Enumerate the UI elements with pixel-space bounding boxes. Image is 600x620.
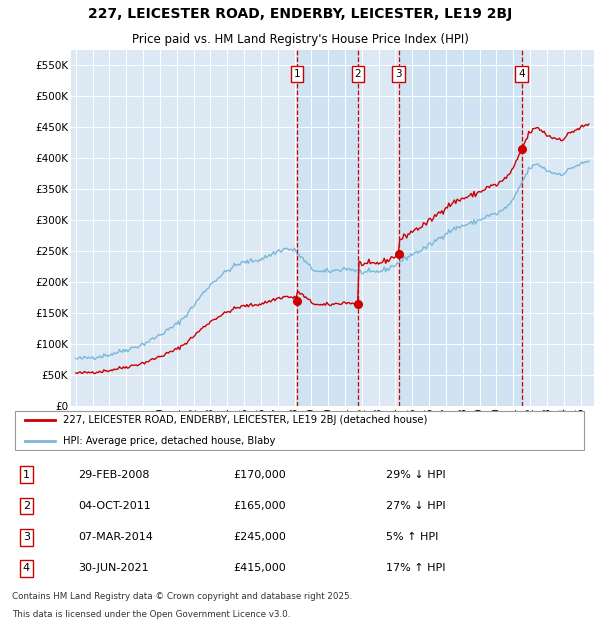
Text: 227, LEICESTER ROAD, ENDERBY, LEICESTER, LE19 2BJ (detached house): 227, LEICESTER ROAD, ENDERBY, LEICESTER,… [62,415,427,425]
Text: 1: 1 [23,470,30,480]
Text: 17% ↑ HPI: 17% ↑ HPI [386,564,446,574]
Text: £245,000: £245,000 [233,532,286,542]
Bar [398,50,521,406]
Text: 29% ↓ HPI: 29% ↓ HPI [386,470,446,480]
Text: HPI: Average price, detached house, Blaby: HPI: Average price, detached house, Blab… [62,436,275,446]
Text: Price paid vs. HM Land Registry's House Price Index (HPI): Price paid vs. HM Land Registry's House … [131,32,469,45]
Text: £170,000: £170,000 [233,470,286,480]
FancyBboxPatch shape [15,411,584,449]
Text: 2: 2 [355,69,361,79]
Text: 30-JUN-2021: 30-JUN-2021 [78,564,149,574]
Text: 3: 3 [395,69,402,79]
Bar [297,50,358,406]
Text: 04-OCT-2011: 04-OCT-2011 [78,501,151,511]
Text: £165,000: £165,000 [233,501,286,511]
Text: 1: 1 [294,69,301,79]
Text: 227, LEICESTER ROAD, ENDERBY, LEICESTER, LE19 2BJ: 227, LEICESTER ROAD, ENDERBY, LEICESTER,… [88,7,512,21]
Text: 07-MAR-2014: 07-MAR-2014 [78,532,153,542]
Text: 5% ↑ HPI: 5% ↑ HPI [386,532,439,542]
Text: £415,000: £415,000 [233,564,286,574]
Text: 29-FEB-2008: 29-FEB-2008 [78,470,150,480]
Text: 3: 3 [23,532,30,542]
Text: 27% ↓ HPI: 27% ↓ HPI [386,501,446,511]
Text: 4: 4 [23,564,30,574]
Text: 2: 2 [23,501,30,511]
Text: This data is licensed under the Open Government Licence v3.0.: This data is licensed under the Open Gov… [12,610,290,619]
Text: Contains HM Land Registry data © Crown copyright and database right 2025.: Contains HM Land Registry data © Crown c… [12,592,352,601]
Text: 4: 4 [518,69,525,79]
